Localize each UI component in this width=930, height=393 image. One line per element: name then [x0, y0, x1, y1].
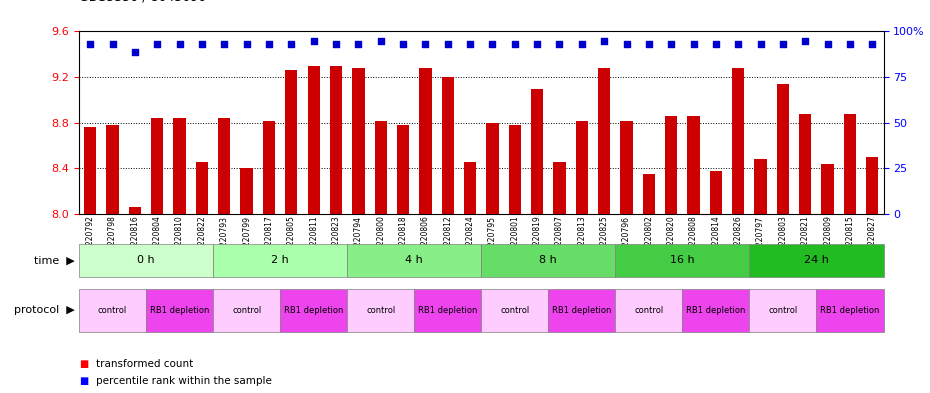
Bar	[84, 127, 97, 214]
Point	[127, 48, 142, 55]
Bar	[174, 118, 186, 214]
Bar	[687, 116, 699, 214]
Point	[731, 41, 746, 48]
Point	[150, 41, 165, 48]
Text: 2 h: 2 h	[272, 255, 289, 265]
Point	[105, 41, 120, 48]
Point	[642, 41, 657, 48]
Text: RB1 depletion: RB1 depletion	[150, 306, 209, 315]
Point	[753, 41, 768, 48]
Text: RB1 depletion: RB1 depletion	[284, 306, 343, 315]
Point	[776, 41, 790, 48]
Point	[575, 41, 590, 48]
Point	[440, 41, 455, 48]
Text: control: control	[98, 306, 127, 315]
Point	[865, 41, 880, 48]
Bar	[710, 171, 722, 214]
Bar	[241, 169, 253, 214]
Bar	[509, 125, 521, 214]
Text: percentile rank within the sample: percentile rank within the sample	[96, 376, 272, 386]
Point	[217, 41, 232, 48]
Bar	[531, 88, 543, 214]
Text: ■: ■	[79, 376, 88, 386]
Bar	[799, 114, 812, 214]
Point	[306, 37, 321, 44]
Bar	[553, 162, 565, 214]
Text: 8 h: 8 h	[539, 255, 557, 265]
Point	[462, 41, 477, 48]
Point	[843, 41, 857, 48]
Point	[798, 37, 813, 44]
Point	[485, 41, 500, 48]
Bar	[754, 159, 766, 214]
Point	[597, 37, 612, 44]
Point	[328, 41, 343, 48]
Bar	[665, 116, 677, 214]
Point	[351, 41, 365, 48]
Text: RB1 depletion: RB1 depletion	[552, 306, 612, 315]
Point	[284, 41, 299, 48]
Text: 4 h: 4 h	[405, 255, 423, 265]
Bar	[308, 66, 320, 214]
Point	[530, 41, 545, 48]
Bar	[598, 68, 610, 214]
Text: transformed count: transformed count	[96, 358, 193, 369]
Point	[686, 41, 701, 48]
Bar	[106, 125, 119, 214]
Bar	[464, 162, 476, 214]
Text: 0 h: 0 h	[138, 255, 155, 265]
Text: time  ▶: time ▶	[33, 255, 74, 265]
Bar	[442, 77, 454, 214]
Bar	[486, 123, 498, 214]
Point	[709, 41, 724, 48]
Bar	[196, 162, 208, 214]
Bar	[128, 208, 141, 214]
Text: control: control	[768, 306, 798, 315]
Bar	[352, 68, 365, 214]
Bar	[397, 125, 409, 214]
Bar	[263, 121, 275, 214]
Bar	[821, 164, 834, 214]
Bar	[419, 68, 432, 214]
Text: control: control	[366, 306, 395, 315]
Point	[83, 41, 98, 48]
Point	[619, 41, 634, 48]
Text: control: control	[634, 306, 663, 315]
Point	[508, 41, 523, 48]
Point	[418, 41, 432, 48]
Point	[261, 41, 276, 48]
Text: RB1 depletion: RB1 depletion	[418, 306, 477, 315]
Text: protocol  ▶: protocol ▶	[14, 305, 74, 316]
Bar	[620, 121, 632, 214]
Text: control: control	[500, 306, 529, 315]
Bar	[732, 68, 744, 214]
Point	[373, 37, 388, 44]
Point	[395, 41, 410, 48]
Bar	[777, 84, 789, 214]
Text: RB1 depletion: RB1 depletion	[820, 306, 880, 315]
Point	[820, 41, 835, 48]
Text: 16 h: 16 h	[671, 255, 695, 265]
Bar	[151, 118, 164, 214]
Bar	[844, 114, 857, 214]
Text: RB1 depletion: RB1 depletion	[686, 306, 746, 315]
Point	[194, 41, 209, 48]
Bar	[375, 121, 387, 214]
Text: control: control	[232, 306, 261, 315]
Bar	[576, 121, 588, 214]
Text: GDS5350 / 8045090: GDS5350 / 8045090	[79, 0, 206, 4]
Bar	[286, 70, 298, 214]
Text: 24 h: 24 h	[804, 255, 829, 265]
Bar	[866, 157, 879, 214]
Bar	[219, 118, 231, 214]
Point	[239, 41, 254, 48]
Text: ■: ■	[79, 358, 88, 369]
Point	[172, 41, 187, 48]
Bar	[330, 66, 342, 214]
Point	[664, 41, 679, 48]
Point	[552, 41, 567, 48]
Bar	[643, 174, 655, 214]
